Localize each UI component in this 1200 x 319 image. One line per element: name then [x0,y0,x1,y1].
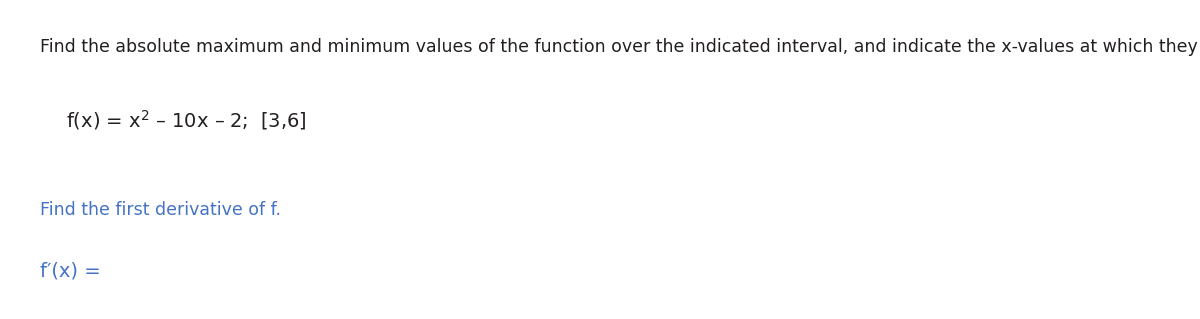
Text: Find the absolute maximum and minimum values of the function over the indicated : Find the absolute maximum and minimum va… [40,38,1200,56]
Text: f′(x) =: f′(x) = [40,262,101,281]
Text: f(x) = x$^{2}$ – 10x – 2;  [3,6]: f(x) = x$^{2}$ – 10x – 2; [3,6] [66,108,306,132]
Text: Find the first derivative of f.: Find the first derivative of f. [40,201,281,219]
